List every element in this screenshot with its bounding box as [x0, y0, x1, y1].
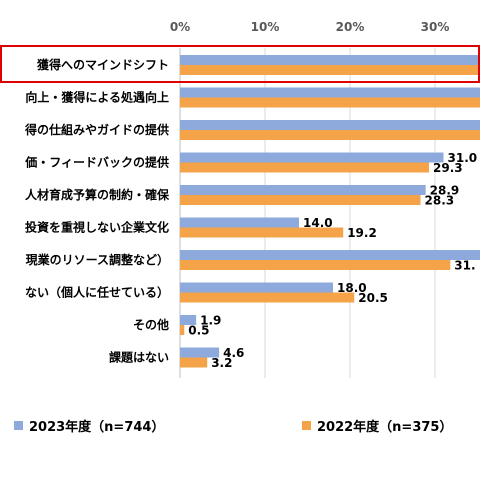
- bar: [180, 315, 197, 325]
- data-label: 14.0: [303, 216, 333, 230]
- bar: [180, 347, 220, 358]
- data-label: 0.5: [188, 324, 209, 338]
- category-label: その他: [133, 317, 169, 332]
- category-label: ない（個人に任せている）: [25, 285, 169, 300]
- bar: [180, 292, 355, 303]
- category-labels: 獲得へのマインドシフト向上・獲得による処遇向上得の仕組みやガイドの提供価・フィー…: [24, 57, 170, 365]
- data-label: 1.9: [200, 314, 221, 328]
- legend-label-2023: 2023年度（n=744）: [29, 420, 165, 435]
- x-tick-label: 0%: [170, 20, 190, 34]
- x-tick-label: 20%: [336, 20, 365, 34]
- data-label: 4.6: [223, 346, 244, 360]
- bar: [180, 130, 480, 140]
- x-tick-label: 10%: [251, 20, 280, 34]
- bar: [180, 217, 299, 228]
- x-tick-label: 30%: [421, 20, 450, 34]
- category-label: 獲得へのマインドシフト: [37, 57, 169, 72]
- category-label: 人材育成予算の制約・確保: [25, 187, 170, 202]
- data-label: 18.0: [337, 281, 367, 295]
- legend-swatch-2023: [14, 421, 23, 430]
- highlight-box: [0, 45, 480, 83]
- data-label: 28.9: [430, 184, 460, 198]
- legend-item-2023: 2023年度（n=744）: [14, 416, 164, 435]
- bar: [180, 357, 208, 368]
- data-label: 28.3: [425, 194, 455, 208]
- legend-item-2022: 2022年度（n=375）: [302, 416, 452, 435]
- category-label: 向上・獲得による処遇向上: [25, 90, 169, 105]
- bar: [180, 97, 480, 108]
- bar: [180, 65, 480, 75]
- category-label: 投資を重視しない企業文化: [25, 220, 169, 235]
- category-label: 課題はない: [109, 350, 169, 365]
- data-label: 31.: [454, 259, 475, 273]
- bar: [180, 120, 480, 130]
- bar: [180, 227, 344, 238]
- highlight-rectangle: [0, 45, 480, 83]
- data-label: 3.2: [211, 356, 232, 370]
- bars: [180, 55, 480, 368]
- data-label: 31.0: [448, 151, 478, 165]
- bar: [180, 282, 333, 293]
- data-label: 29.3: [433, 161, 463, 175]
- bar: [180, 152, 444, 163]
- category-label: 価・フィードバックの提供: [24, 155, 169, 170]
- bar: [180, 87, 480, 98]
- category-label: 現業のリソース調整など）: [26, 252, 169, 267]
- bar: [180, 195, 421, 205]
- category-label: 得の仕組みやガイドの提供: [24, 122, 169, 137]
- bar: [180, 260, 451, 270]
- bar: [180, 325, 185, 335]
- bar: [180, 162, 430, 173]
- data-labels: 31.029.3 28.928.3 14.0 19.2 31. 18.020.5 1.90.…: [188, 151, 477, 370]
- bar: [180, 55, 480, 65]
- bar: [180, 185, 426, 195]
- bar: [180, 250, 480, 260]
- data-label: 20.5: [358, 291, 388, 305]
- legend-label-2022: 2022年度（n=375）: [317, 420, 453, 435]
- legend-swatch-2022: [302, 421, 311, 430]
- data-label: 19.2: [347, 226, 377, 240]
- x-tick-labels: 0% 10% 20% 30%: [170, 20, 450, 34]
